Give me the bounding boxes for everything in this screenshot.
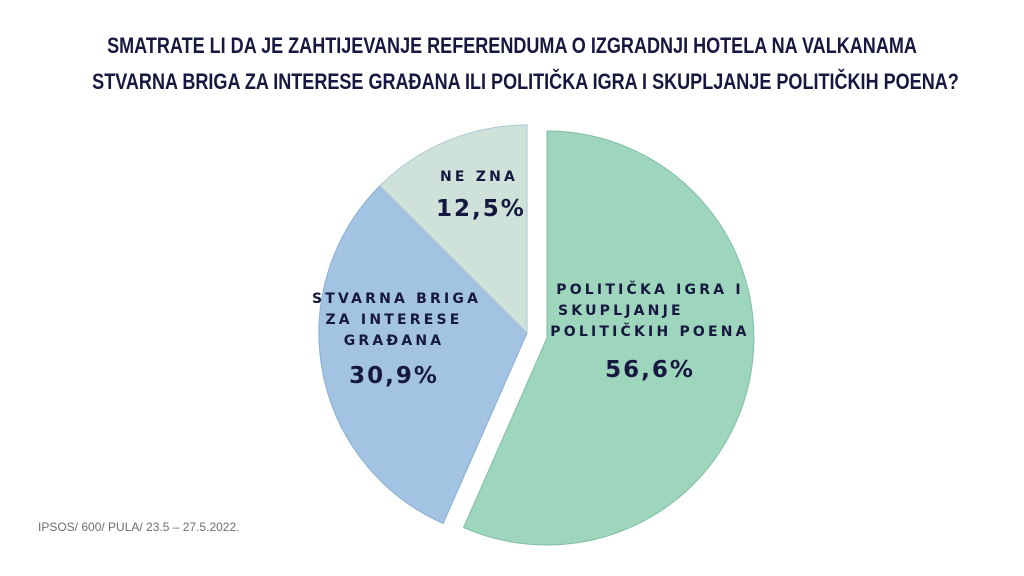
slice-name: NE ZNA [440,169,519,185]
slice-name: POLITIČKA IGRA I SKUPLJANJE POLITIČKIH P… [550,282,750,340]
pie-slice-ne-zna [379,124,528,335]
chart-title: SMATRATE LI DA JE ZAHTIJEVANJE REFERENDU… [92,28,959,100]
pie-slice-politicka-igra [462,130,755,546]
chart-title-line-2: STVARNA BRIGA ZA INTERESE GRAĐANA ILI PO… [92,69,959,94]
slice-value: 30,9% [349,363,439,389]
slice-value: 56,6% [605,357,695,383]
chart-title-line-1: SMATRATE LI DA JE ZAHTIJEVANJE REFERENDU… [107,33,917,58]
slice-label-stvarna-briga: STVARNA BRIGA ZA INTERESE GRAĐANA 30,9% [312,289,482,391]
slice-value: 12,5% [436,196,526,222]
slice-label-politicka-igra: POLITIČKA IGRA I SKUPLJANJE POLITIČKIH P… [516,280,784,385]
slice-label-ne-zna: NE ZNA 12,5% [428,167,528,224]
source-note: IPSOS/ 600/ PULA/ 23.5 – 27.5.2022. [38,520,240,534]
slice-name: STVARNA BRIGA ZA INTERESE GRAĐANA [312,291,482,349]
pie-slice-stvarna-briga [318,185,528,525]
